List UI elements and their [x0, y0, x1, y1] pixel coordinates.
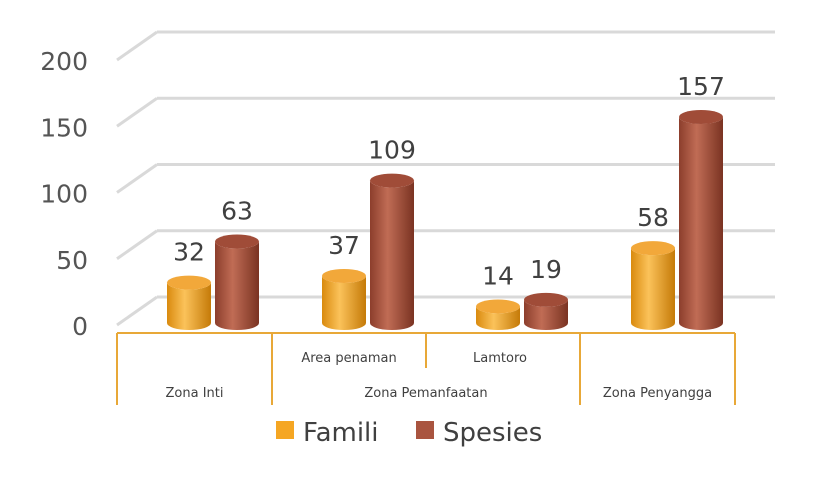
bar-top	[476, 299, 520, 314]
data-label-famili: 37	[328, 231, 360, 260]
data-label-famili: 58	[637, 203, 669, 232]
bar-top	[679, 109, 723, 124]
gridline-depth	[116, 229, 158, 260]
bar-body	[679, 116, 723, 330]
bar-body	[476, 306, 520, 330]
bar-spesies	[370, 173, 414, 330]
bar-top	[167, 275, 211, 290]
legend-swatch	[416, 421, 434, 439]
x-axis: Area penaman Lamtoro Zona Inti Zona Pemanfa…	[116, 332, 736, 405]
bar-famili	[322, 268, 366, 330]
gridline-depth	[116, 163, 158, 194]
data-label-spesies: 157	[677, 72, 725, 101]
y-tick-label: 50	[56, 246, 88, 275]
data-labels: 32 63 37 109 14 19 58 157	[173, 72, 725, 290]
bar-body	[322, 275, 366, 330]
y-axis-ticks: 0 50 100 150 200	[40, 47, 88, 341]
bar-top	[370, 173, 414, 188]
data-label-spesies: 19	[530, 255, 562, 284]
data-label-famili: 32	[173, 238, 205, 267]
y-tick-label: 100	[40, 180, 88, 209]
y-tick-label: 0	[72, 312, 88, 341]
data-label-spesies: 109	[368, 136, 416, 165]
category-group-label: Zona Pemanfaatan	[364, 386, 487, 401]
bar-top	[524, 292, 568, 307]
bar-body	[215, 241, 259, 330]
bar-spesies	[215, 234, 259, 330]
legend-item-spesies: Spesies	[416, 418, 542, 448]
legend-label: Famili	[303, 418, 379, 448]
data-label-famili: 14	[482, 261, 514, 290]
y-tick-label: 200	[40, 47, 88, 76]
bar-famili	[631, 241, 675, 330]
bar-top	[215, 234, 259, 249]
sub-category-label: Lamtoro	[473, 351, 527, 366]
bar-famili	[476, 299, 520, 330]
gridline-depth	[116, 30, 158, 62]
bars	[167, 109, 723, 330]
legend-label: Spesies	[443, 418, 542, 448]
category-group-label: Zona Penyangga	[603, 386, 712, 401]
legend-item-famili: Famili	[276, 418, 379, 448]
legend: Famili Spesies	[276, 418, 542, 448]
gridline-depth	[116, 97, 158, 128]
gridline-depth	[116, 295, 158, 327]
bar-body	[370, 180, 414, 330]
bar-spesies	[679, 109, 723, 330]
sub-category-label: Area penaman	[301, 351, 396, 366]
bar-spesies	[524, 292, 568, 330]
bar-body	[631, 248, 675, 330]
bar-top	[631, 241, 675, 256]
bar-top	[322, 268, 366, 283]
category-group-label: Zona Inti	[166, 386, 224, 401]
bar-body	[524, 299, 568, 330]
bar-body	[167, 282, 211, 330]
y-tick-label: 150	[40, 113, 88, 142]
legend-swatch	[276, 421, 294, 439]
bar-famili	[167, 275, 211, 330]
data-label-spesies: 63	[221, 197, 253, 226]
